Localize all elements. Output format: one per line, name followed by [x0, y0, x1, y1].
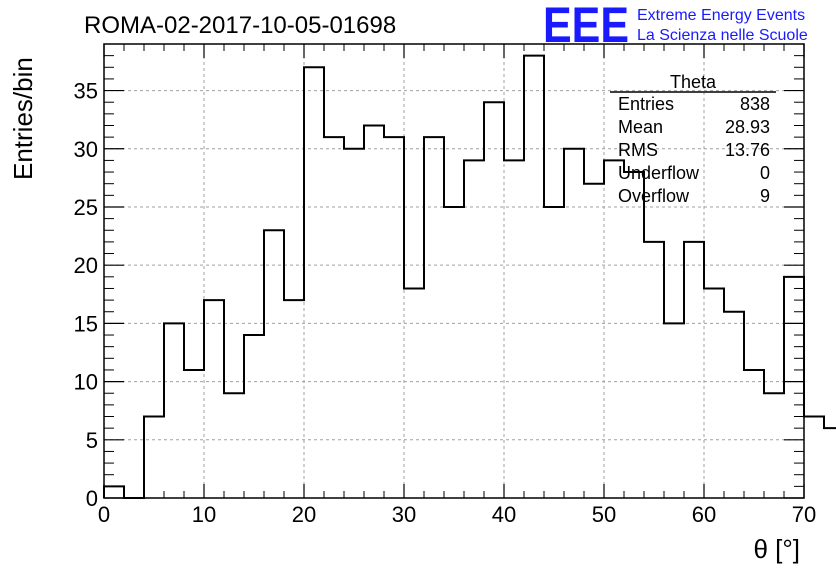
plot-frame: [103, 43, 805, 499]
y-tick-label: 30: [74, 137, 98, 162]
x-tick-label: 70: [792, 502, 816, 527]
grid-lines: [104, 44, 804, 498]
x-axis-label: θ [°]: [753, 534, 800, 564]
stats-title: Theta: [670, 72, 717, 92]
x-tick-labels: 0 10 20 30 40 50 60 70: [98, 502, 816, 527]
eee-logo: EEE Extreme Energy Events La Scienza nel…: [543, 0, 808, 53]
y-tick-labels: 0 5 10 15 20 25 30 35: [74, 79, 98, 511]
stats-row-label: Entries: [618, 94, 674, 114]
x-tick-label: 40: [492, 502, 516, 527]
stats-box: Theta Entries 838 Mean 28.93 RMS 13.76 Underfl…: [610, 72, 776, 206]
stats-row-label: Underflow: [618, 163, 700, 183]
stats-row-label: Mean: [618, 117, 663, 137]
y-tick-label: 0: [86, 486, 98, 511]
y-axis-label: Entries/bin: [8, 57, 38, 180]
y-tick-label: 10: [74, 370, 98, 395]
logo-line-2: La Scienza nelle Scuole: [637, 27, 808, 44]
stats-row-value: 838: [740, 94, 770, 114]
axis-ticks: [103, 43, 805, 499]
logo-mark: EEE: [543, 0, 629, 53]
stats-row-value: 28.93: [725, 117, 770, 137]
y-tick-label: 5: [86, 428, 98, 453]
x-tick-label: 60: [692, 502, 716, 527]
stats-rows: Entries 838 Mean 28.93 RMS 13.76 Underflow 0 Ove…: [618, 94, 770, 206]
x-tick-label: 20: [292, 502, 316, 527]
stats-row-value: 0: [760, 163, 770, 183]
stats-row-value: 9: [760, 186, 770, 206]
y-tick-label: 20: [74, 253, 98, 278]
logo-line-1: Extreme Energy Events: [637, 7, 805, 24]
y-tick-label: 25: [74, 195, 98, 220]
x-tick-label: 50: [592, 502, 616, 527]
stats-row-value: 13.76: [725, 140, 770, 160]
y-tick-label: 35: [74, 79, 98, 104]
y-tick-label: 15: [74, 311, 98, 336]
stats-row-label: RMS: [618, 140, 658, 160]
x-tick-label: 30: [392, 502, 416, 527]
histogram-outline: [103, 54, 836, 499]
chart-title: ROMA-02-2017-10-05-01698: [84, 12, 396, 39]
x-tick-label: 0: [98, 502, 110, 527]
stats-row-label: Overflow: [618, 186, 690, 206]
x-tick-label: 10: [192, 502, 216, 527]
